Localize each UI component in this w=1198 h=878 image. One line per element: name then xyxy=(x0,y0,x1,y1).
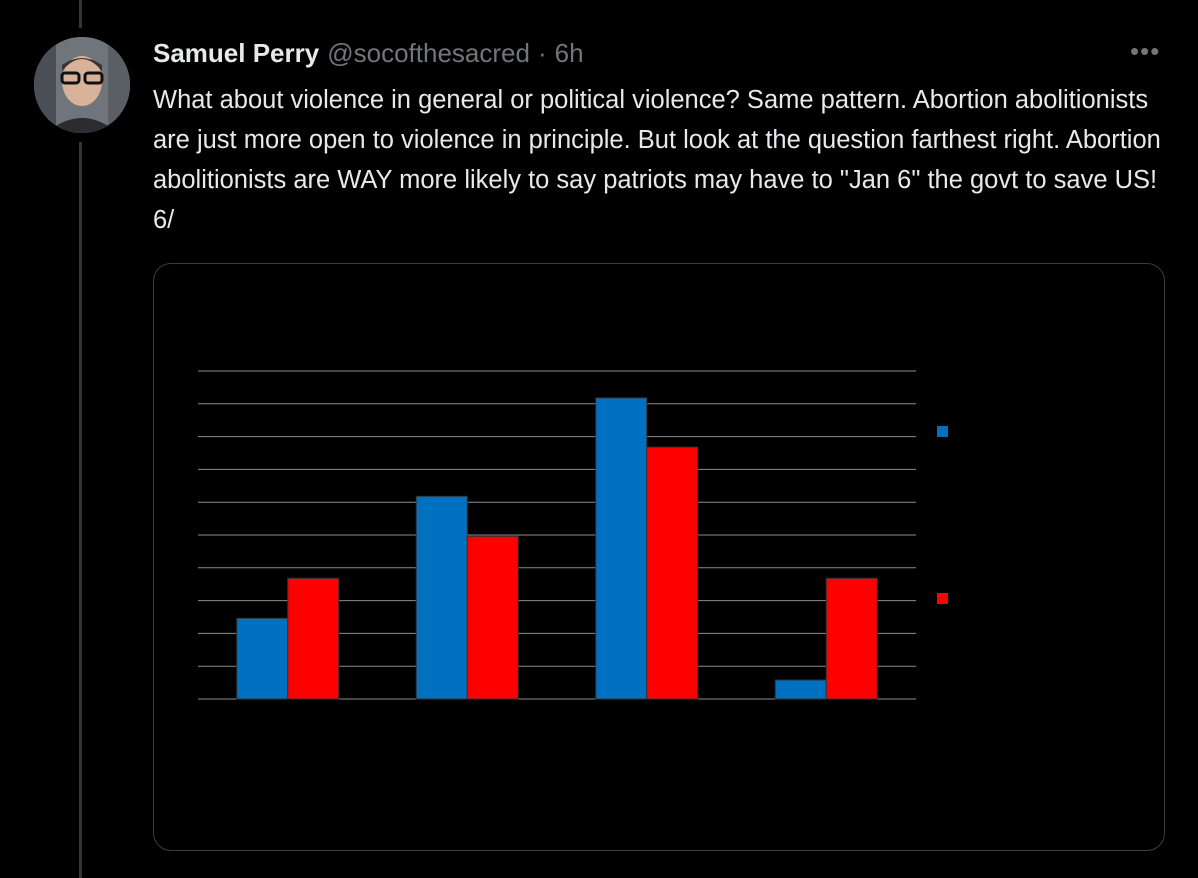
bar-1-1 xyxy=(236,617,289,700)
avatar-image xyxy=(34,37,130,133)
separator: · xyxy=(537,38,547,68)
author-name[interactable]: Samuel Perry xyxy=(153,38,320,68)
bar-2-4 xyxy=(825,577,878,700)
bar-2-2 xyxy=(466,535,519,700)
bar-2-1 xyxy=(287,577,340,700)
thread-line-bottom xyxy=(79,142,82,878)
ellipsis-icon: ••• xyxy=(1130,36,1161,66)
avatar[interactable] xyxy=(34,37,130,133)
tweet-text: What about violence in general or politi… xyxy=(153,86,1161,234)
tweet-header: Samuel Perry @socofthesacred · 6h xyxy=(153,38,584,69)
bar-1-4 xyxy=(774,679,827,700)
legend-swatch-1 xyxy=(937,426,948,437)
tweet-image-chart[interactable] xyxy=(153,263,1165,851)
bar-chart xyxy=(198,370,948,700)
legend-swatch-2 xyxy=(937,593,948,604)
timestamp[interactable]: 6h xyxy=(554,38,584,68)
thread-line-top xyxy=(79,0,82,28)
bar-1-3 xyxy=(595,397,648,700)
bar-2-3 xyxy=(646,446,699,700)
bar-1-2 xyxy=(415,495,468,700)
author-handle[interactable]: @socofthesacred xyxy=(327,38,530,68)
more-options-button[interactable]: ••• xyxy=(1130,36,1160,67)
